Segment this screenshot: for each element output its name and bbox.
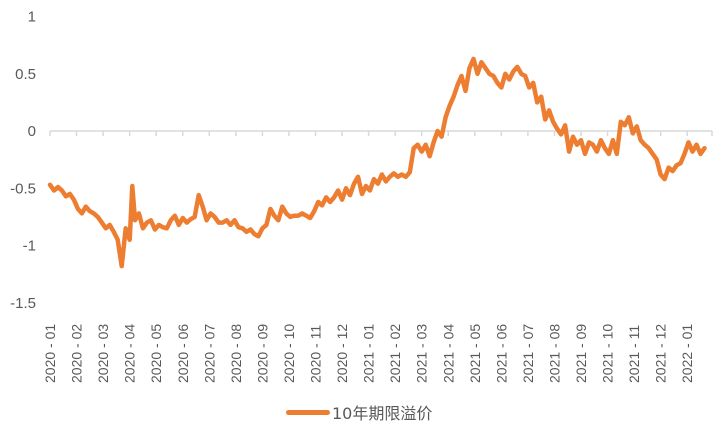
legend: 10年期限溢价 <box>286 400 432 424</box>
x-tick-label: 2020 - 07 <box>201 324 217 383</box>
y-tick-label: 1 <box>28 9 36 26</box>
series-line-10y-term-premium <box>47 56 707 269</box>
x-tick-label: 2020 - 12 <box>334 324 350 383</box>
y-tick-label: 0 <box>28 123 36 140</box>
y-axis-labels: 1 0.5 0 -0.5 -1 -1.5 <box>10 9 36 312</box>
x-tick-label: 2020 - 06 <box>175 324 191 383</box>
x-tick-label: 2021 - 05 <box>467 324 483 383</box>
x-tick-label: 2021 - 09 <box>573 324 589 383</box>
x-tick-label: 2020 - 09 <box>254 324 270 383</box>
legend-label: 10年期限溢价 <box>332 404 433 423</box>
x-axis-labels: 2020 - 01 2020 - 02 2020 - 03 2020 - 04 2020… <box>42 324 695 383</box>
x-tick-label: 2020 - 05 <box>148 324 164 383</box>
x-tick-label: 2021 - 07 <box>520 324 536 383</box>
x-tick-label: 2020 - 11 <box>308 325 324 383</box>
x-tick-label: 2020 - 08 <box>228 324 244 383</box>
x-tick-label: 2021 - 11 <box>626 325 642 383</box>
x-tick-label: 2020 - 01 <box>42 324 58 383</box>
x-axis-ticks <box>49 131 713 136</box>
y-tick-label: 0.5 <box>15 66 36 83</box>
y-tick-label: -0.5 <box>10 180 36 197</box>
x-tick-label: 2021 - 10 <box>600 324 616 383</box>
x-tick-label: 2020 - 03 <box>95 324 111 383</box>
x-tick-label: 2021 - 04 <box>440 324 456 383</box>
x-tick-label: 2020 - 10 <box>281 324 297 383</box>
x-tick-label: 2020 - 02 <box>69 324 85 383</box>
x-tick-label: 2021 - 02 <box>387 324 403 383</box>
x-tick-label: 2022 - 01 <box>679 324 695 383</box>
x-tick-label: 2021 - 01 <box>361 324 377 383</box>
x-tick-label: 2021 - 03 <box>414 324 430 383</box>
x-tick-label: 2021 - 06 <box>493 324 509 383</box>
y-tick-label: -1.5 <box>10 295 36 312</box>
legend-line-swatch <box>286 409 330 415</box>
x-tick-label: 2021 - 12 <box>653 324 669 383</box>
x-tick-label: 2020 - 04 <box>122 324 138 383</box>
line-chart: 10.50-0.5-1-1.5 2020 - 01 2020 - 02 2020 -… <box>10 9 713 383</box>
x-tick-label: 2021 - 08 <box>546 324 562 383</box>
y-tick-label: -1 <box>23 238 36 255</box>
